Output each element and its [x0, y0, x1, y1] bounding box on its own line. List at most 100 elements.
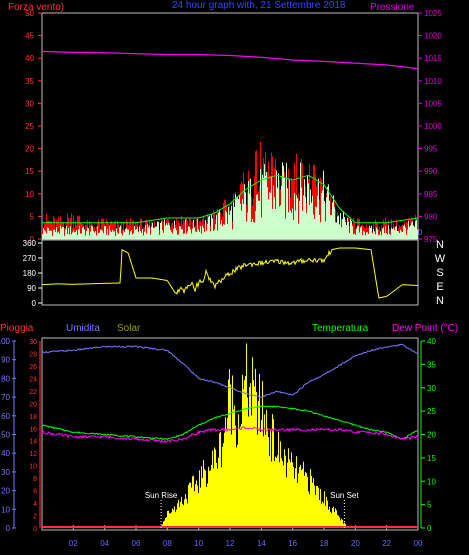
tick-label-right-980: 980 [424, 212, 438, 221]
x3-tick-label-04: 04 [100, 539, 109, 548]
rain-tick-22: 22 [29, 389, 37, 396]
x3-tick-label-16: 16 [288, 539, 297, 548]
compass-label-4: N [436, 295, 444, 307]
rain-tick-18: 18 [29, 414, 37, 421]
dew-point-line [41, 426, 419, 444]
tick-label-right-975: 975 [424, 235, 438, 244]
left-axis-label: Forza vento) [8, 2, 64, 13]
dir-tick-label-90: 90 [27, 284, 36, 293]
rain-tick-26: 26 [29, 364, 37, 371]
annotation-0: Sun Rise [145, 491, 178, 500]
x3-tick-label-06: 06 [132, 539, 141, 548]
annotation-1: Sun Set [330, 491, 359, 500]
temp-tick-20: 20 [427, 431, 436, 440]
dir-tick-label-180: 180 [23, 269, 37, 278]
humidity-tick-0: 0 [6, 524, 11, 533]
wind-avg-bars [42, 162, 418, 239]
plot-frame-2 [41, 239, 419, 306]
temp-tick-15: 15 [427, 454, 436, 463]
tick-label-right-1025: 1025 [424, 9, 442, 18]
compass-label-3: E [436, 281, 443, 293]
tick-label-right-1020: 1020 [424, 32, 442, 41]
wind-pressure-panel: Forza vento) 24 hour graph with, 21 Sett… [8, 0, 442, 244]
tick-label-left-5: 5 [30, 212, 35, 221]
humidity-tick-80: 80 [1, 374, 10, 383]
compass-label-0: N [436, 239, 444, 251]
legend-dew-point: Dew Point (°C) [392, 323, 458, 334]
rain-tick-12: 12 [29, 451, 37, 458]
compass-label-2: S [436, 267, 443, 279]
legend-humidity: Umidita [66, 323, 100, 334]
rain-tick-30: 30 [29, 339, 37, 346]
x3-tick-label-00: 00 [414, 539, 423, 548]
tick-label-right-995: 995 [424, 145, 438, 154]
tick-label-left-10: 10 [25, 190, 34, 199]
x3-tick-label-08: 08 [163, 539, 172, 548]
dir-tick-label-0: 0 [32, 299, 37, 308]
temp-tick-0: 0 [427, 524, 432, 533]
chart-title: 24 hour graph with, 21 Settembre 2018 [172, 0, 346, 11]
rain-tick-28: 28 [29, 351, 37, 358]
x-tick-label-00: 00 [414, 228, 423, 237]
x3-tick-label-18: 18 [320, 539, 329, 548]
humidity-line [41, 343, 419, 398]
temp-tick-35: 35 [427, 360, 436, 369]
x3-tick-label-12: 12 [226, 539, 235, 548]
tick-label-left-15: 15 [25, 167, 34, 176]
solar-bars [160, 343, 348, 528]
temperature-line [41, 405, 419, 441]
tick-label-left-40: 40 [25, 54, 34, 63]
tick-label-left-25: 25 [25, 122, 34, 131]
wind-avg-line [42, 174, 419, 224]
temp-tick-10: 10 [427, 477, 436, 486]
rain-tick-0: 0 [33, 526, 37, 533]
rain-tick-4: 4 [33, 501, 37, 508]
rain-tick-6: 6 [33, 489, 37, 496]
x3-tick-label-02: 02 [69, 539, 78, 548]
tick-label-left-20: 20 [25, 145, 34, 154]
rain-tick-16: 16 [29, 426, 37, 433]
humidity-tick-50: 50 [1, 431, 10, 440]
x3-tick-label-22: 22 [382, 539, 391, 548]
right-axis-label: Pressione [370, 2, 415, 13]
humidity-tick-70: 70 [1, 393, 10, 402]
tick-label-right-1000: 1000 [424, 122, 442, 131]
tick-label-left-0: 0 [30, 235, 35, 244]
tick-label-left-45: 45 [25, 32, 34, 41]
humidity-tick-90: 90 [1, 356, 10, 365]
tick-label-right-1010: 1010 [424, 77, 442, 86]
legend-rain: Pioggia [0, 323, 34, 334]
pressure-line [41, 50, 419, 70]
tick-label-left-30: 30 [25, 99, 34, 108]
humidity-tick-60: 60 [1, 412, 10, 421]
rain-tick-2: 2 [33, 514, 37, 521]
humidity-tick-40: 40 [1, 449, 10, 458]
legend-solar: Solar [117, 323, 141, 334]
temp-tick-25: 25 [427, 407, 436, 416]
dir-tick-label-270: 270 [23, 254, 37, 263]
rain-humidity-temp-panel: Pioggia Umidita Solar Temperatura Dew Po… [0, 323, 458, 548]
x3-tick-label-14: 14 [257, 539, 266, 548]
humidity-tick-30: 30 [1, 468, 10, 477]
rain-tick-24: 24 [29, 376, 37, 383]
temp-tick-5: 5 [427, 501, 432, 510]
rain-tick-14: 14 [29, 439, 37, 446]
x3-tick-label-10: 10 [194, 539, 203, 548]
humidity-tick-100: 100 [0, 337, 11, 346]
humidity-tick-10: 10 [1, 505, 10, 514]
tick-label-left-35: 35 [25, 77, 34, 86]
rain-tick-10: 10 [29, 464, 37, 471]
temp-tick-40: 40 [427, 337, 436, 346]
legend-temperature: Temperatura [312, 323, 369, 334]
tick-label-left-50: 50 [25, 9, 34, 18]
rain-tick-8: 8 [33, 476, 37, 483]
wind-direction-line [41, 247, 419, 299]
tick-label-right-990: 990 [424, 167, 438, 176]
rain-tick-20: 20 [29, 401, 37, 408]
tick-label-right-1015: 1015 [424, 54, 442, 63]
tick-label-right-985: 985 [424, 190, 438, 199]
x3-tick-label-20: 20 [351, 539, 360, 548]
compass-label-1: W [435, 253, 446, 265]
tick-label-right-1005: 1005 [424, 99, 442, 108]
